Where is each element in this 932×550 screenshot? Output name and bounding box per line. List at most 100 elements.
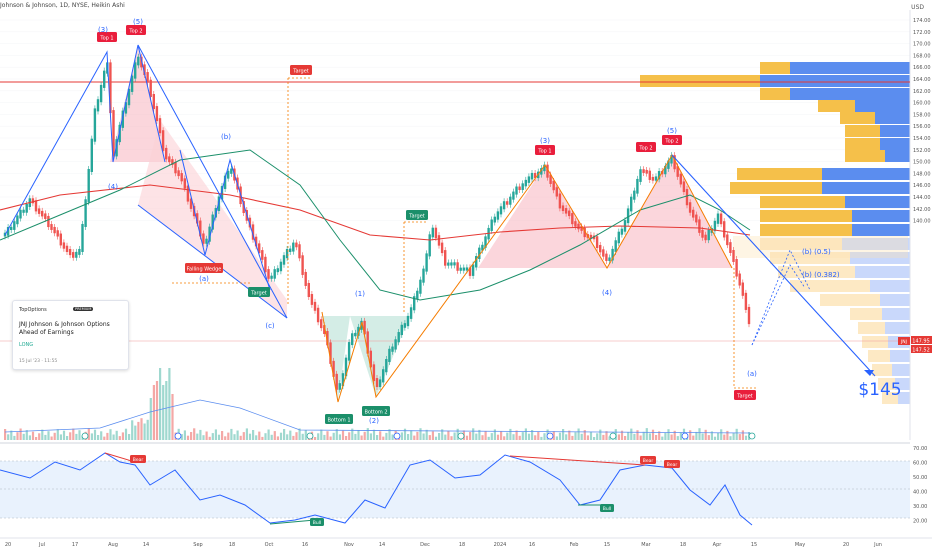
- volume-ma-line: [4, 399, 751, 434]
- event-marker-icon[interactable]: [81, 432, 89, 440]
- volume-bar: [13, 435, 16, 440]
- fib-b-05: (b) (0.5): [802, 248, 831, 256]
- candle-body: [155, 106, 159, 122]
- price-tick-label: 162.00: [913, 89, 931, 95]
- volume-bar: [366, 428, 369, 440]
- candle-body: [261, 250, 264, 260]
- candle-body: [617, 231, 620, 244]
- candle-body: [196, 213, 199, 224]
- volume-bar: [667, 429, 670, 440]
- volume-bar: [335, 429, 338, 440]
- event-marker-icon[interactable]: [174, 432, 182, 440]
- candle-body: [174, 161, 177, 174]
- candle-body: [121, 110, 124, 128]
- candle-body: [161, 130, 165, 151]
- volume-bar: [4, 429, 7, 440]
- rsi-tick-label: 30.00: [913, 504, 927, 510]
- vp-bar-up: [878, 378, 895, 390]
- volume-bar: [78, 430, 81, 440]
- volume-bar: [410, 430, 413, 440]
- volume-bar: [738, 434, 741, 440]
- candle-body: [626, 208, 630, 224]
- candle-body: [152, 94, 155, 110]
- volume-bar: [723, 434, 726, 440]
- candle-body: [354, 332, 357, 337]
- price-tick-label: 172.00: [913, 30, 931, 36]
- vp-bar-down: [855, 100, 910, 112]
- candle-body: [382, 369, 385, 383]
- ma-slow-line: [0, 184, 751, 241]
- event-marker-icon[interactable]: [457, 432, 465, 440]
- volume-bar: [69, 432, 72, 440]
- event-marker-icon[interactable]: [681, 432, 689, 440]
- candle-body: [574, 221, 577, 227]
- volume-bar: [456, 428, 459, 440]
- candle-body: [676, 166, 679, 177]
- impulse-line: [321, 153, 733, 403]
- candle-body: [496, 211, 500, 220]
- volume-bar: [103, 436, 106, 440]
- volume-bar: [87, 428, 90, 440]
- idea-card[interactable]: TopOptions PREMIUM JNJ Johnson & Johnson…: [12, 300, 129, 370]
- label-box-top1-left: [97, 32, 117, 42]
- candle-body: [642, 169, 645, 173]
- volume-bar: [180, 434, 183, 440]
- vp-bar-up: [820, 294, 880, 306]
- candle-body: [713, 220, 717, 232]
- event-marker-icon[interactable]: [609, 432, 617, 440]
- event-marker-icon[interactable]: [748, 432, 756, 440]
- volume-bar: [531, 430, 534, 440]
- rsi-bull2-label: Bull: [603, 506, 611, 512]
- event-marker-icon[interactable]: [546, 432, 554, 440]
- candle-body: [326, 330, 329, 346]
- candle-body: [199, 220, 202, 237]
- volume-bar: [741, 430, 744, 440]
- volume-bar: [62, 430, 66, 440]
- candle-body: [276, 268, 279, 273]
- label-box-target-lower: [734, 390, 756, 400]
- volume-bar: [242, 432, 245, 440]
- label-box-bottom1: [325, 414, 353, 424]
- candle-body: [127, 88, 131, 106]
- price-tick-label: 158.00: [913, 112, 931, 118]
- candle-body: [251, 224, 255, 240]
- card-title[interactable]: JNJ Johnson & Johnson Options Ahead of E…: [19, 321, 110, 336]
- volume-bar: [487, 436, 490, 440]
- volume-bar: [444, 434, 447, 440]
- candle-body: [493, 216, 496, 223]
- candle-body: [630, 196, 633, 212]
- volume-bar: [56, 429, 59, 440]
- volume-bar: [630, 428, 633, 440]
- candle-body: [289, 248, 292, 252]
- ma-fast-line: [0, 149, 751, 301]
- label-top2-right-b: Top 2: [664, 139, 678, 145]
- volume-bar: [543, 433, 546, 440]
- volume-bar: [72, 428, 75, 440]
- price-tag-symbol: JNJ: [900, 339, 907, 345]
- volume-bar: [329, 436, 332, 440]
- volume-bar: [447, 430, 450, 440]
- volume-bar: [441, 429, 444, 440]
- volume-bar: [428, 435, 431, 440]
- candle-body: [158, 118, 162, 134]
- candle-body: [564, 208, 568, 214]
- label-box-top2-right: [636, 142, 656, 152]
- volume-bar: [472, 428, 475, 440]
- candle-body: [332, 360, 335, 377]
- label-target-upper: Target: [292, 69, 309, 75]
- volume-bar: [357, 430, 360, 440]
- wave-a-right: (a): [747, 370, 757, 378]
- event-markers: [81, 432, 756, 440]
- price-tick-label: 166.00: [913, 65, 931, 71]
- event-marker-icon[interactable]: [306, 432, 314, 440]
- volume-bar: [369, 433, 372, 440]
- label-falling-wedge: Falling Wedge: [187, 267, 222, 273]
- event-marker-icon[interactable]: [393, 432, 401, 440]
- volume-bar: [35, 437, 38, 440]
- vp-bar-up: [862, 336, 888, 348]
- volume-bar: [348, 432, 351, 440]
- candle-body: [344, 357, 348, 377]
- candle-body: [81, 223, 84, 252]
